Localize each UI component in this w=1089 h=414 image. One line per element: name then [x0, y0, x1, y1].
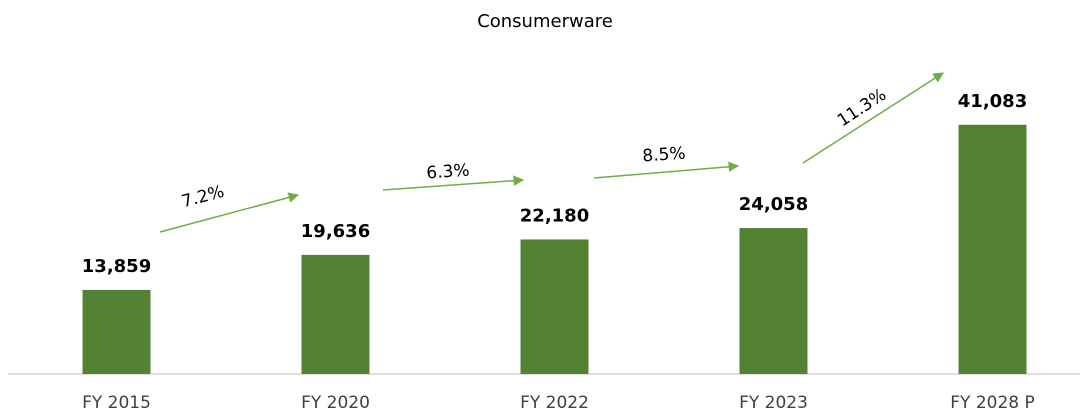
bar: [739, 228, 808, 374]
value-label: 41,083: [958, 91, 1027, 112]
x-tick-label: FY 2028 P: [950, 393, 1035, 413]
value-label: 13,859: [82, 256, 151, 277]
growth-arrow: [382, 175, 525, 191]
bar: [958, 124, 1027, 375]
x-tick-label: FY 2015: [82, 393, 151, 413]
growth-label: 8.5%: [642, 144, 686, 167]
x-tick-label: FY 2022: [520, 393, 589, 413]
value-label: 24,058: [739, 194, 808, 215]
growth-arrow: [159, 192, 300, 233]
bar: [301, 254, 370, 374]
x-tick-label: FY 2020: [301, 393, 370, 413]
bar: [82, 289, 151, 374]
growth-label: 7.2%: [180, 182, 227, 213]
growth-label: 6.3%: [426, 161, 470, 184]
growth-arrow: [802, 72, 944, 164]
x-tick-label: FY 2023: [739, 393, 808, 413]
bar: [520, 239, 589, 374]
value-label: 22,180: [520, 205, 589, 226]
growth-arrow: [593, 161, 740, 179]
growth-label: 11.3%: [834, 85, 890, 131]
chart-title: Consumerware: [477, 11, 613, 32]
value-label: 19,636: [301, 221, 370, 242]
